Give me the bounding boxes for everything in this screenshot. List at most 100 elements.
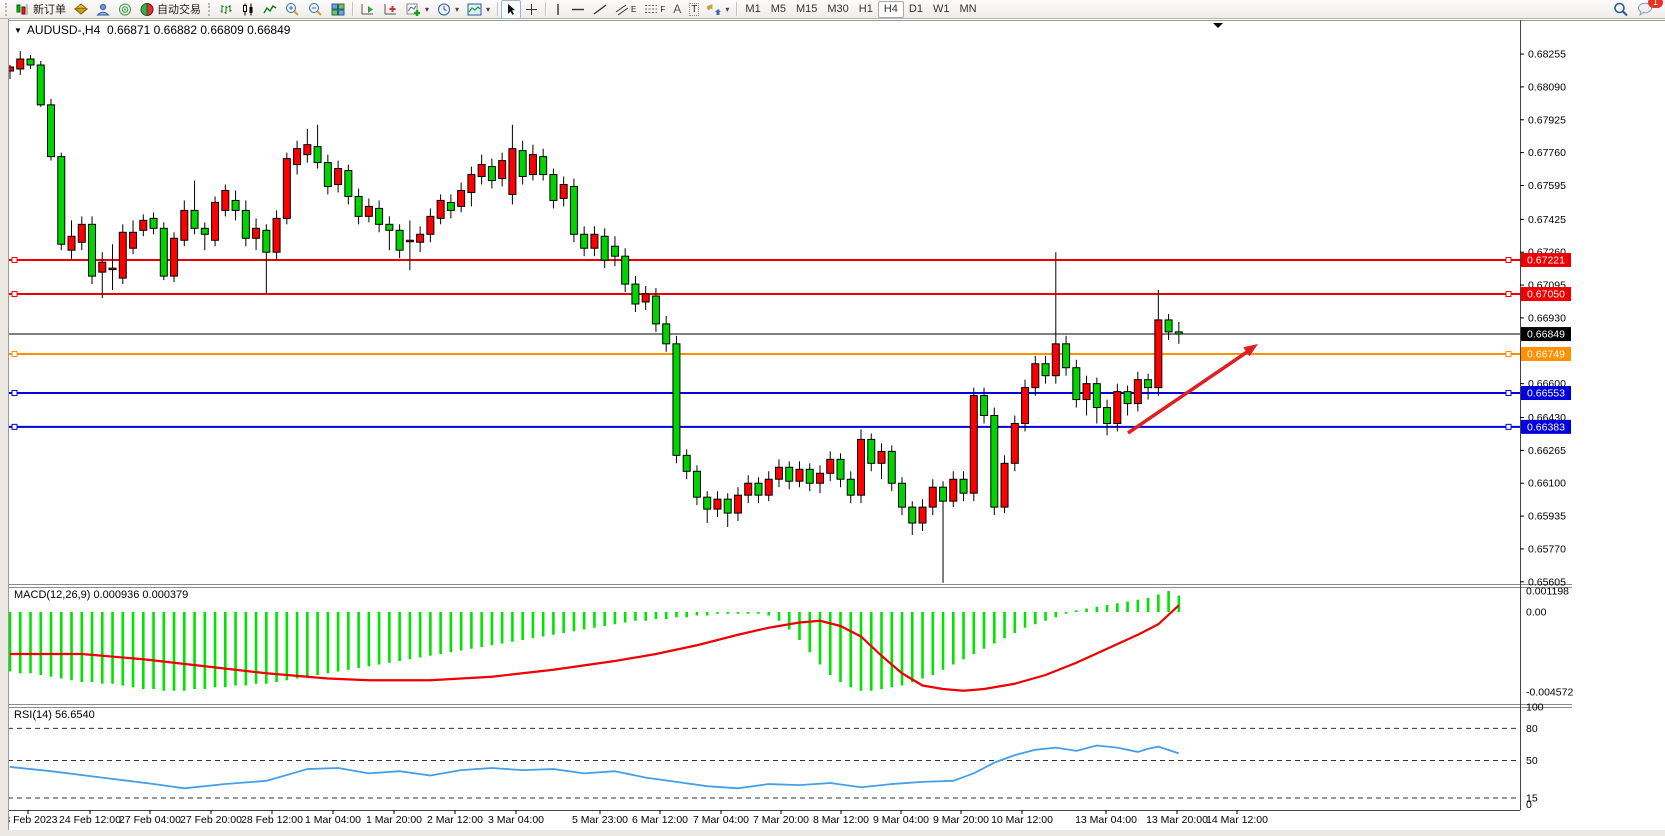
equidistant-channel-icon (615, 4, 629, 15)
svg-text:0.66930: 0.66930 (1528, 312, 1566, 324)
auto-trading-button[interactable]: 自动交易 (136, 0, 205, 19)
svg-text:6 Mar 12:00: 6 Mar 12:00 (632, 814, 688, 826)
svg-text:5 Mar 23:00: 5 Mar 23:00 (572, 814, 628, 826)
svg-text:0: 0 (1526, 799, 1532, 811)
history-center-button[interactable] (70, 0, 92, 19)
template-icon (467, 3, 482, 15)
horizontal-line-icon (572, 8, 585, 10)
svg-text:27 Feb 04:00: 27 Feb 04:00 (119, 814, 181, 826)
fibo-label: F (660, 4, 666, 14)
add-indicator-icon (406, 3, 420, 16)
zoom-in-icon (286, 3, 299, 16)
templates-dropdown-button[interactable]: ▾ (463, 0, 494, 19)
timeframe-h1-button[interactable]: H1 (858, 3, 873, 15)
notification-badge: 1 (1648, 0, 1663, 8)
new-order-label: 新订单 (33, 4, 66, 16)
profile-icon (96, 3, 110, 15)
channel-tool-button[interactable]: E (611, 0, 640, 19)
window-bottom-frame (8, 830, 1665, 836)
timeframe-m1-button[interactable]: M1 (745, 3, 761, 15)
timeframe-h4-button[interactable]: H4 (877, 0, 904, 18)
svg-text:100: 100 (1526, 702, 1544, 714)
svg-text:15: 15 (1526, 792, 1538, 804)
bar-chart-icon (220, 4, 232, 14)
periods-dropdown-button[interactable]: ▾ (433, 0, 463, 19)
text-label-tool-button[interactable]: T (685, 0, 703, 19)
timeframe-m30-button[interactable]: M30 (827, 3, 849, 15)
shapes-dropdown-button[interactable]: ▾ (703, 0, 733, 19)
svg-text:10 Mar 12:00: 10 Mar 12:00 (991, 814, 1053, 826)
candles-layer (6, 51, 1183, 583)
chart-quotes: 0.66871 0.66882 0.66809 0.66849 (106, 23, 291, 37)
svg-text:0.68255: 0.68255 (1528, 49, 1566, 61)
svg-text:0.66383: 0.66383 (1527, 421, 1565, 433)
crosshair-tool-button[interactable] (521, 0, 542, 19)
indicators-dropdown-button[interactable]: ▾ (402, 0, 433, 19)
toolbar-separator (545, 2, 547, 16)
svg-text:0.66100: 0.66100 (1528, 478, 1566, 490)
crosshair-icon (526, 3, 538, 15)
svg-text:0.67221: 0.67221 (1527, 254, 1565, 266)
horizontal-line-tool-button[interactable] (567, 0, 589, 19)
svg-text:0.66749: 0.66749 (1527, 348, 1565, 360)
strategy-tester-button[interactable] (356, 0, 379, 19)
text-tool-icon: A (673, 2, 682, 16)
timeframe-d1-button[interactable]: D1 (908, 3, 923, 15)
toolbar-grip[interactable] (208, 2, 212, 16)
chart-symbol: AUDUSD-,H4 (26, 23, 101, 37)
macd-label: MACD(12,26,9) 0.000936 0.000379 (14, 589, 189, 601)
new-order-button[interactable]: 新订单 (12, 0, 70, 19)
vertical-line-tool-button[interactable] (549, 0, 567, 19)
search-icon (1614, 2, 1628, 16)
chart-title: ▼ AUDUSD-,H4 0.66871 0.66882 0.66809 0.66… (14, 23, 290, 37)
level-lines-layer[interactable]: 0.67221 0.67050 0.66749 0.66553 0.66383 0.668… (8, 252, 1571, 434)
timeframe-m5-button[interactable]: M5 (770, 3, 786, 15)
svg-text:0.67425: 0.67425 (1528, 214, 1566, 226)
toolbar: 新订单 自动交易 ▾ ▾ (0, 0, 1665, 19)
tile-windows-button[interactable] (327, 0, 349, 19)
arrow-annotation[interactable] (1127, 344, 1258, 435)
window-left-frame (0, 19, 9, 836)
toolbar-separator (497, 2, 499, 16)
line-chart-mode-button[interactable] (259, 0, 281, 19)
svg-text:0.66849: 0.66849 (1527, 329, 1565, 341)
zoom-in-button[interactable] (281, 0, 304, 19)
fibonacci-tool-button[interactable]: F (640, 0, 669, 19)
svg-text:0.67050: 0.67050 (1527, 289, 1565, 301)
channel-label: E (631, 4, 637, 14)
profile-button[interactable] (92, 0, 114, 19)
timeframe-w1-button[interactable]: W1 (932, 3, 950, 15)
bar-chart-mode-button[interactable] (215, 0, 237, 19)
cursor-tool-button[interactable] (501, 0, 522, 19)
price-axis[interactable]: 0.68255 0.68090 0.67925 0.67760 0.67595 0.674… (1520, 49, 1566, 589)
vertical-line-icon (557, 3, 559, 15)
svg-text:23 Feb 2023: 23 Feb 2023 (0, 814, 58, 826)
svg-text:0.67760: 0.67760 (1528, 147, 1566, 159)
timeframe-m15-button[interactable]: M15 (795, 3, 818, 15)
symbol-dropdown-icon[interactable]: ▼ (14, 26, 22, 35)
dropdown-caret-icon: ▾ (486, 4, 491, 14)
candlestick-icon (243, 3, 253, 15)
candlestick-mode-button[interactable] (237, 0, 259, 19)
zoom-out-button[interactable] (304, 0, 327, 19)
new-chart-button[interactable] (379, 0, 402, 19)
svg-text:0.65935: 0.65935 (1528, 511, 1566, 523)
svg-text:1 Mar 20:00: 1 Mar 20:00 (366, 814, 422, 826)
chart-play-icon (361, 3, 373, 14)
svg-text:0.65605: 0.65605 (1528, 576, 1566, 588)
search-button[interactable] (1609, 0, 1633, 19)
svg-text:27 Feb 20:00: 27 Feb 20:00 (180, 814, 242, 826)
trendline-tool-button[interactable] (589, 0, 611, 19)
rsi-layer: 100 80 50 150 (8, 702, 1544, 811)
signals-button[interactable] (114, 0, 136, 19)
svg-text:1 Mar 04:00: 1 Mar 04:00 (305, 814, 361, 826)
dropdown-caret-icon: ▾ (725, 4, 730, 14)
svg-text:0.65770: 0.65770 (1528, 543, 1566, 555)
timeframe-mn-button[interactable]: MN (959, 3, 977, 15)
text-tool-button[interactable]: A (669, 0, 685, 19)
auto-trading-label: 自动交易 (157, 4, 201, 16)
toolbar-grip[interactable] (5, 2, 9, 16)
notifications-button[interactable]: 1 (1633, 0, 1663, 19)
